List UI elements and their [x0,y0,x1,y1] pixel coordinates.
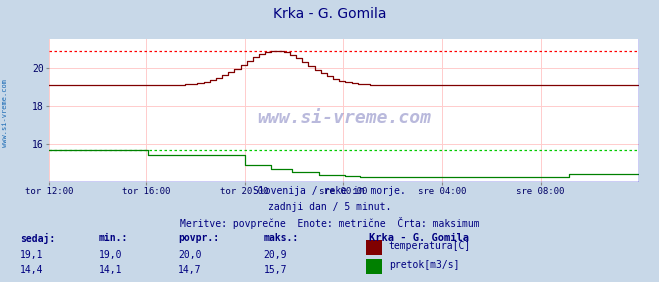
Text: Slovenija / reke in morje.: Slovenija / reke in morje. [253,186,406,196]
Text: maks.:: maks.: [264,233,299,243]
Text: 19,0: 19,0 [99,250,123,259]
Text: Krka - G. Gomila: Krka - G. Gomila [273,7,386,21]
Text: 15,7: 15,7 [264,265,287,275]
Text: temperatura[C]: temperatura[C] [389,241,471,251]
Text: sedaj:: sedaj: [20,233,55,244]
Text: www.si-vreme.com: www.si-vreme.com [257,109,432,127]
Text: www.si-vreme.com: www.si-vreme.com [2,79,9,147]
Text: 14,1: 14,1 [99,265,123,275]
Text: Krka - G. Gomila: Krka - G. Gomila [369,233,469,243]
Text: 19,1: 19,1 [20,250,43,259]
Text: 14,7: 14,7 [178,265,202,275]
Text: 20,0: 20,0 [178,250,202,259]
Text: min.:: min.: [99,233,129,243]
Text: povpr.:: povpr.: [178,233,219,243]
Text: Meritve: povprečne  Enote: metrične  Črta: maksimum: Meritve: povprečne Enote: metrične Črta:… [180,217,479,229]
Text: 14,4: 14,4 [20,265,43,275]
Text: pretok[m3/s]: pretok[m3/s] [389,260,459,270]
Text: zadnji dan / 5 minut.: zadnji dan / 5 minut. [268,202,391,212]
Text: 20,9: 20,9 [264,250,287,259]
